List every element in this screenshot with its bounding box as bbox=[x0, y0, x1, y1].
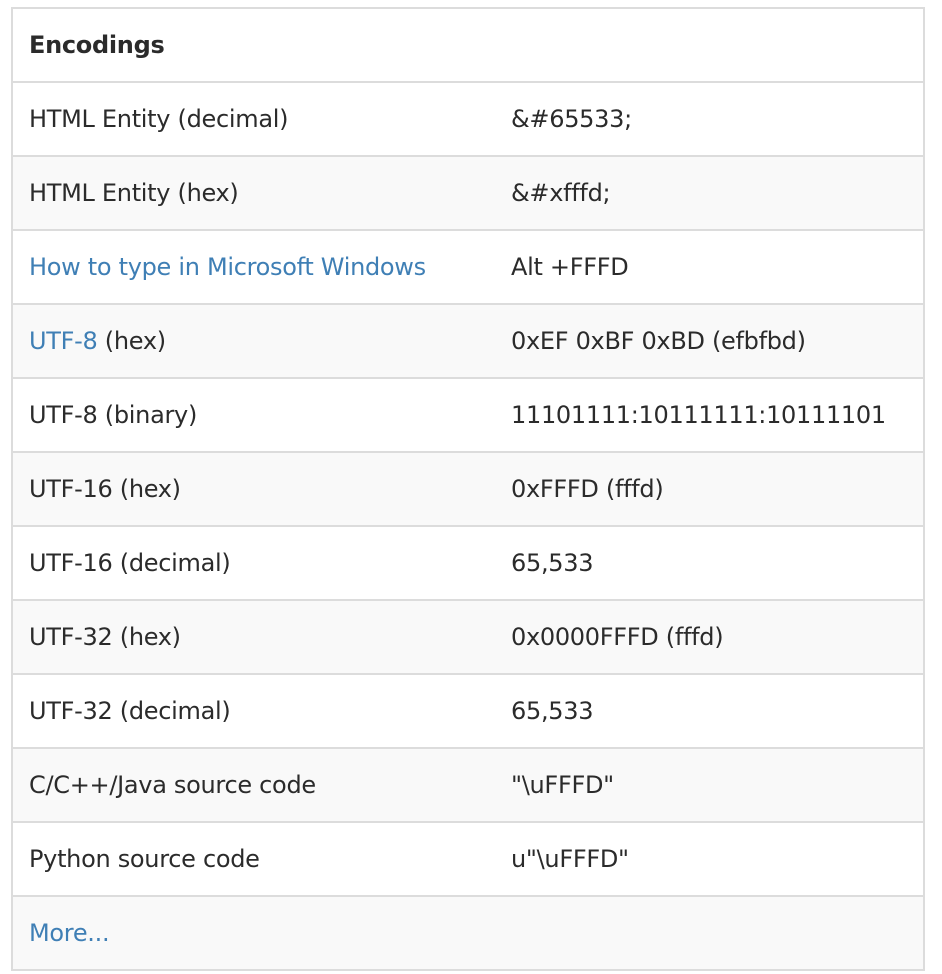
table-row: Python source code u"\uFFFD" bbox=[12, 821, 924, 896]
encoding-label: UTF-16 (decimal) bbox=[12, 525, 492, 600]
encoding-value: u"\uFFFD" bbox=[492, 821, 924, 896]
encoding-value: 65,533 bbox=[492, 673, 924, 748]
encoding-label: UTF-8 (binary) bbox=[12, 377, 492, 452]
table-title: Encodings bbox=[29, 31, 165, 59]
table-row: HTML Entity (hex) &#xfffd; bbox=[12, 155, 924, 230]
label-text: Python source code bbox=[29, 845, 260, 873]
encoding-label: How to type in Microsoft Windows bbox=[12, 229, 492, 304]
label-text: UTF-16 (hex) bbox=[29, 475, 181, 503]
encoding-label: UTF-32 (decimal) bbox=[12, 673, 492, 748]
label-text: HTML Entity (hex) bbox=[29, 179, 239, 207]
label-text: UTF-32 (decimal) bbox=[29, 697, 231, 725]
encoding-label: HTML Entity (hex) bbox=[12, 155, 492, 230]
label-text: C/C++/Java source code bbox=[29, 771, 316, 799]
encoding-value: &#65533; bbox=[492, 81, 924, 156]
encoding-link[interactable]: UTF-8 bbox=[29, 327, 98, 355]
table-row: UTF-16 (hex) 0xFFFD (fffd) bbox=[12, 451, 924, 526]
encoding-value: 0xFFFD (fffd) bbox=[492, 451, 924, 526]
table-row: UTF-32 (hex) 0x0000FFFD (fffd) bbox=[12, 599, 924, 674]
label-text: UTF-8 (binary) bbox=[29, 401, 198, 429]
encoding-value: "\uFFFD" bbox=[492, 747, 924, 822]
encoding-label: UTF-32 (hex) bbox=[12, 599, 492, 674]
table-row: How to type in Microsoft Windows Alt +FFF… bbox=[12, 229, 924, 304]
encoding-value: 65,533 bbox=[492, 525, 924, 600]
encoding-value: &#xfffd; bbox=[492, 155, 924, 230]
encoding-value: 11101111:10111111:10111101 bbox=[492, 377, 924, 452]
more-cell: More... bbox=[12, 895, 924, 970]
more-row: More... bbox=[12, 895, 924, 970]
encoding-value: 0x0000FFFD (fffd) bbox=[492, 599, 924, 674]
encoding-label: HTML Entity (decimal) bbox=[12, 81, 492, 156]
label-text: UTF-32 (hex) bbox=[29, 623, 181, 651]
encoding-label: Python source code bbox=[12, 821, 492, 896]
encoding-value: Alt +FFFD bbox=[492, 229, 924, 304]
label-text: UTF-16 (decimal) bbox=[29, 549, 231, 577]
encoding-value: 0xEF 0xBF 0xBD (efbfbd) bbox=[492, 303, 924, 378]
table-row: C/C++/Java source code "\uFFFD" bbox=[12, 747, 924, 822]
table-row: UTF-16 (decimal) 65,533 bbox=[12, 525, 924, 600]
encoding-label: C/C++/Java source code bbox=[12, 747, 492, 822]
label-text: (hex) bbox=[97, 327, 166, 355]
encoding-link[interactable]: How to type in Microsoft Windows bbox=[29, 253, 426, 281]
table-row: UTF-8 (binary) 11101111:10111111:10111101 bbox=[12, 377, 924, 452]
label-text: HTML Entity (decimal) bbox=[29, 105, 289, 133]
table-row: UTF-8 (hex) 0xEF 0xBF 0xBD (efbfbd) bbox=[12, 303, 924, 378]
more-link[interactable]: More... bbox=[29, 919, 110, 947]
table-row: UTF-32 (decimal) 65,533 bbox=[12, 673, 924, 748]
encoding-label: UTF-16 (hex) bbox=[12, 451, 492, 526]
encodings-table: Encodings HTML Entity (decimal) &#65533; H… bbox=[11, 7, 925, 971]
encoding-label: UTF-8 (hex) bbox=[12, 303, 492, 378]
table-row: HTML Entity (decimal) &#65533; bbox=[12, 81, 924, 156]
